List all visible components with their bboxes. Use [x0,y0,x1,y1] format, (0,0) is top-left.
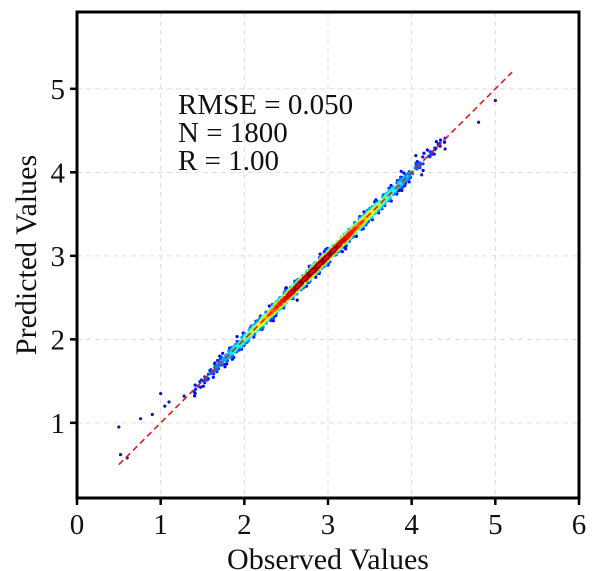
data-point-outlier [493,98,497,103]
x-tick-label: 3 [321,509,336,541]
data-point [399,169,403,173]
y-tick-label: 3 [51,241,66,273]
data-point [418,161,422,165]
grid-lines [77,12,579,498]
annotation-r: R = 1.00 [178,145,279,177]
data-point-outlier [150,412,154,417]
data-point-outlier [118,452,123,457]
data-point-outlier [163,404,167,408]
data-point [193,394,197,398]
data-point [399,181,403,185]
y-tick-label: 2 [51,324,66,356]
data-point-outlier [182,394,186,398]
data-point-outlier [138,417,143,421]
data-point [425,148,429,152]
data-point [295,298,299,302]
y-axis-ticks: 1 2 3 4 5 [51,74,77,440]
data-point [193,383,197,387]
data-point [235,335,239,339]
data-point [314,275,318,279]
data-point [225,362,229,366]
data-point [439,138,443,142]
annotation-rmse: RMSE = 0.050 [178,89,353,121]
data-point [209,368,213,372]
y-tick-label: 5 [51,74,66,106]
scatter-points [117,98,497,460]
data-point-outlier [117,425,121,429]
data-point [202,379,206,383]
reference-line [118,71,513,466]
x-tick-label: 0 [70,509,85,541]
data-point [267,304,271,308]
data-point [421,168,425,173]
x-tick-label: 1 [153,509,168,541]
data-point [400,188,404,192]
data-point [194,387,198,391]
data-point [201,384,205,388]
y-tick-label: 4 [51,157,66,189]
data-point-outlier [414,154,418,158]
data-point [318,252,322,256]
data-point [340,250,344,254]
data-point [264,310,268,314]
x-tick-label: 5 [488,509,503,541]
data-point-outlier [443,147,447,151]
data-point [235,339,239,343]
data-point [243,337,247,341]
data-point-outlier [167,400,171,404]
data-point [369,209,374,213]
data-point [213,362,217,366]
data-point-outlier [159,392,163,396]
data-point [221,351,225,355]
data-point [211,375,215,379]
data-point [442,140,446,144]
data-point [421,155,425,159]
data-point [222,362,226,366]
data-point [322,250,326,254]
x-tick-label: 2 [237,509,252,541]
y-tick-label: 1 [51,408,66,440]
data-point [252,335,256,339]
data-point [402,171,406,175]
annotation-n: N = 1800 [178,117,288,149]
data-point-outlier [397,189,401,193]
data-point [217,359,221,364]
data-point-outlier [477,120,481,124]
data-point [434,140,438,144]
data-point [229,351,233,355]
data-point [354,234,358,238]
data-point [284,286,288,290]
x-axis-label: Observed Values [227,543,429,571]
y-axis-label: Predicted Values [10,155,43,355]
x-tick-label: 4 [404,509,419,541]
x-axis-ticks: 0 1 2 3 4 5 6 [70,498,587,541]
data-point [223,365,227,369]
data-point-outlier [420,173,424,177]
x-tick-label: 6 [572,509,587,541]
data-point [422,151,426,155]
data-point [199,385,203,389]
